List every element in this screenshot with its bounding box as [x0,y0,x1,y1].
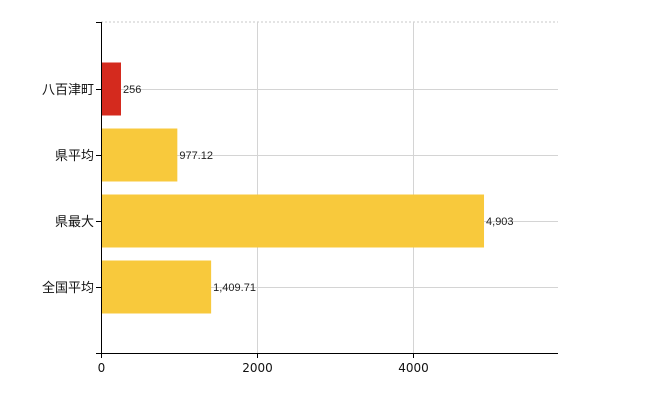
data-label-1: 977.12 [179,150,213,162]
category-label-1: 県平均 [55,149,94,164]
bar-1 [102,128,178,182]
axes [96,22,558,358]
category-label-0: 八百津町 [42,83,94,98]
data-label-3: 1,409.71 [213,282,256,294]
category-label-2: 県最大 [55,215,94,230]
x-tick-label-1: 2000 [242,361,273,375]
category-label-3: 全国平均 [42,280,94,296]
bar-3 [102,260,212,314]
bar-0 [102,62,121,116]
x-tick-label-2: 4000 [398,361,429,375]
data-label-0: 256 [123,84,141,96]
data-label-2: 4,903 [486,216,514,228]
x-tick-label-0: 0 [98,361,106,375]
bars [102,62,485,314]
bar-2 [102,194,485,248]
